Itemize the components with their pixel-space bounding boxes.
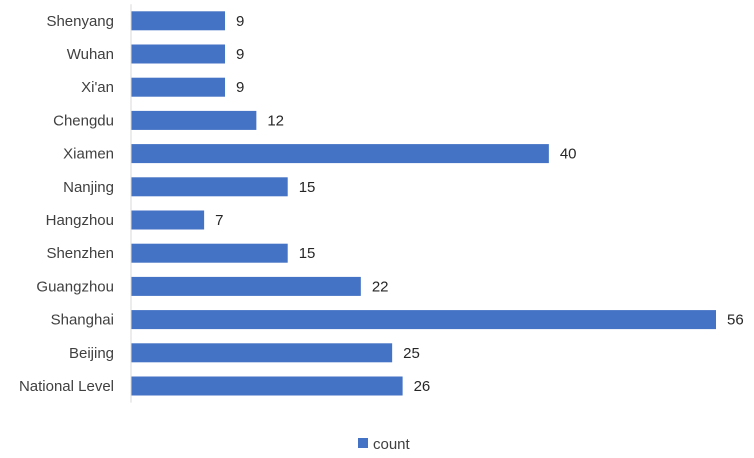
value-label: 26 — [414, 378, 431, 395]
category-labels: National Level Beijing Shanghai Guangzhou Sh… — [19, 13, 114, 395]
bar-wuhan — [131, 44, 226, 64]
bar-national-level — [131, 376, 403, 396]
category-label: Nanjing — [63, 179, 114, 196]
bar-guangzhou — [131, 276, 361, 296]
category-label: Guangzhou — [36, 278, 114, 295]
category-label: Shenyang — [46, 13, 114, 30]
value-label: 40 — [560, 146, 577, 163]
value-label: 56 — [727, 312, 744, 329]
category-label: Shanghai — [51, 312, 114, 329]
category-label: Shenzhen — [46, 245, 114, 262]
value-label: 9 — [236, 46, 244, 63]
value-label: 12 — [267, 112, 284, 129]
bar-shenzhen — [131, 243, 288, 263]
bar-xiamen — [131, 144, 549, 164]
bar-shanghai — [131, 310, 716, 330]
category-label: Beijing — [69, 345, 114, 362]
value-label: 9 — [236, 13, 244, 30]
bar-xi-an — [131, 77, 226, 97]
legend-swatch — [358, 438, 368, 448]
value-label: 22 — [372, 278, 389, 295]
bar-beijing — [131, 343, 393, 363]
bar-shenyang — [131, 11, 226, 31]
value-label: 7 — [215, 212, 223, 229]
value-label: 9 — [236, 79, 244, 96]
value-label: 25 — [403, 345, 420, 362]
value-label: 15 — [299, 245, 316, 262]
bar-hangzhou — [131, 210, 205, 230]
category-label: Xiamen — [63, 146, 114, 163]
value-labels: 26 25 56 22 15 7 15 40 12 9 9 9 — [215, 13, 744, 395]
category-label: Hangzhou — [46, 212, 114, 229]
category-label: Wuhan — [67, 46, 114, 63]
category-label: Chengdu — [53, 112, 114, 129]
category-label: Xi'an — [81, 79, 114, 96]
bar-chengdu — [131, 110, 257, 130]
category-label: National Level — [19, 378, 114, 395]
legend: count — [358, 436, 411, 453]
bar-nanjing — [131, 177, 288, 197]
legend-label: count — [373, 436, 411, 453]
bars-layer — [131, 11, 716, 396]
value-label: 15 — [299, 179, 316, 196]
